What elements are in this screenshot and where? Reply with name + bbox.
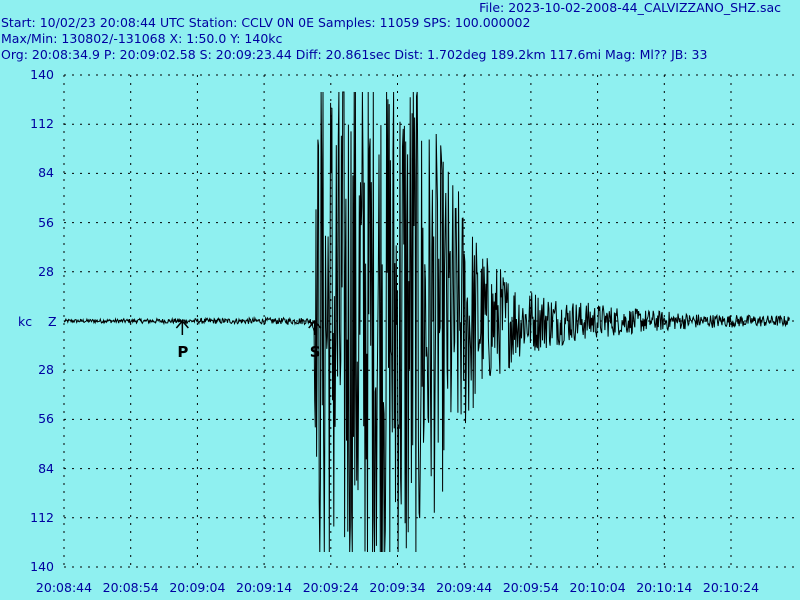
- x-tick-label: 20:09:14: [236, 580, 293, 595]
- maxmin-info: Max/Min: 130802/-131068 X: 1:50.0 Y: 140…: [1, 31, 283, 46]
- x-tick-label: 20:09:54: [502, 580, 559, 595]
- x-tick-label: 20:09:34: [369, 580, 426, 595]
- y-tick-label: 140: [30, 559, 54, 574]
- pick-label-p: P: [177, 343, 189, 361]
- y-tick-label: 112: [30, 116, 54, 132]
- x-tick-label: 20:10:24: [702, 580, 760, 595]
- pick-marker-p: [175, 319, 189, 335]
- x-tick-label: 20:09:44: [436, 580, 493, 595]
- y-tick-label: 84: [38, 165, 54, 181]
- y-tick-label: 56: [38, 411, 54, 427]
- y-tick-label: 84: [38, 460, 54, 476]
- y-tick-label: 112: [30, 509, 54, 525]
- component-label: Z: [48, 314, 57, 329]
- y-tick-label: 28: [38, 362, 54, 378]
- pick-label-s: S: [309, 343, 321, 361]
- x-tick-label: 20:09:24: [302, 580, 359, 595]
- x-tick-label: 20:08:44: [35, 580, 93, 595]
- y-tick-label: 28: [38, 263, 54, 279]
- seismogram-trace: [63, 91, 790, 553]
- y-tick-label: 56: [38, 214, 54, 230]
- start-info: Start: 10/02/23 20:08:44 UTC Station: CC…: [1, 15, 531, 30]
- origin-info: Org: 20:08:34.9 P: 20:09:02.58 S: 20:09:…: [1, 47, 708, 62]
- x-tick-label: 20:10:14: [636, 580, 693, 595]
- y-tick-label: 140: [30, 67, 54, 82]
- x-tick-label: 20:08:54: [102, 580, 159, 595]
- file-name: File: 2023-10-02-2008-44_CALVIZZANO_SHZ.…: [479, 0, 781, 15]
- unit-label: kc: [18, 314, 33, 329]
- x-tick-label: 20:09:04: [169, 580, 226, 595]
- x-tick-label: 20:10:04: [569, 580, 626, 595]
